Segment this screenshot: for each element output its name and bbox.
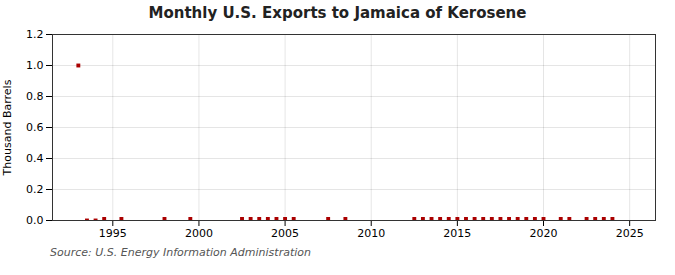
svg-text:0.8: 0.8 (26, 90, 44, 103)
svg-text:1.2: 1.2 (26, 28, 44, 41)
svg-text:2015: 2015 (443, 227, 471, 240)
svg-text:2020: 2020 (530, 227, 558, 240)
svg-text:0.6: 0.6 (26, 121, 44, 134)
svg-text:1995: 1995 (99, 227, 127, 240)
svg-text:2000: 2000 (185, 227, 213, 240)
svg-text:2005: 2005 (271, 227, 299, 240)
svg-text:0.2: 0.2 (26, 183, 44, 196)
html-text:Monthly U.S. Exports to Jamaic: Monthly U.S. Exports to Jamaica of Keros… (148, 4, 527, 22)
html-text:Source: U.S. Energy Informatio: Source: U.S. Energy Information Administ… (50, 246, 311, 259)
svg-text:0.0: 0.0 (26, 214, 44, 227)
svg-text:0.4: 0.4 (26, 152, 44, 165)
svg-text:2025: 2025 (616, 227, 644, 240)
svg-text:Thousand Barrels: Thousand Barrels (1, 79, 14, 176)
svg-text:2010: 2010 (357, 227, 385, 240)
svg-text:1.0: 1.0 (26, 59, 44, 72)
